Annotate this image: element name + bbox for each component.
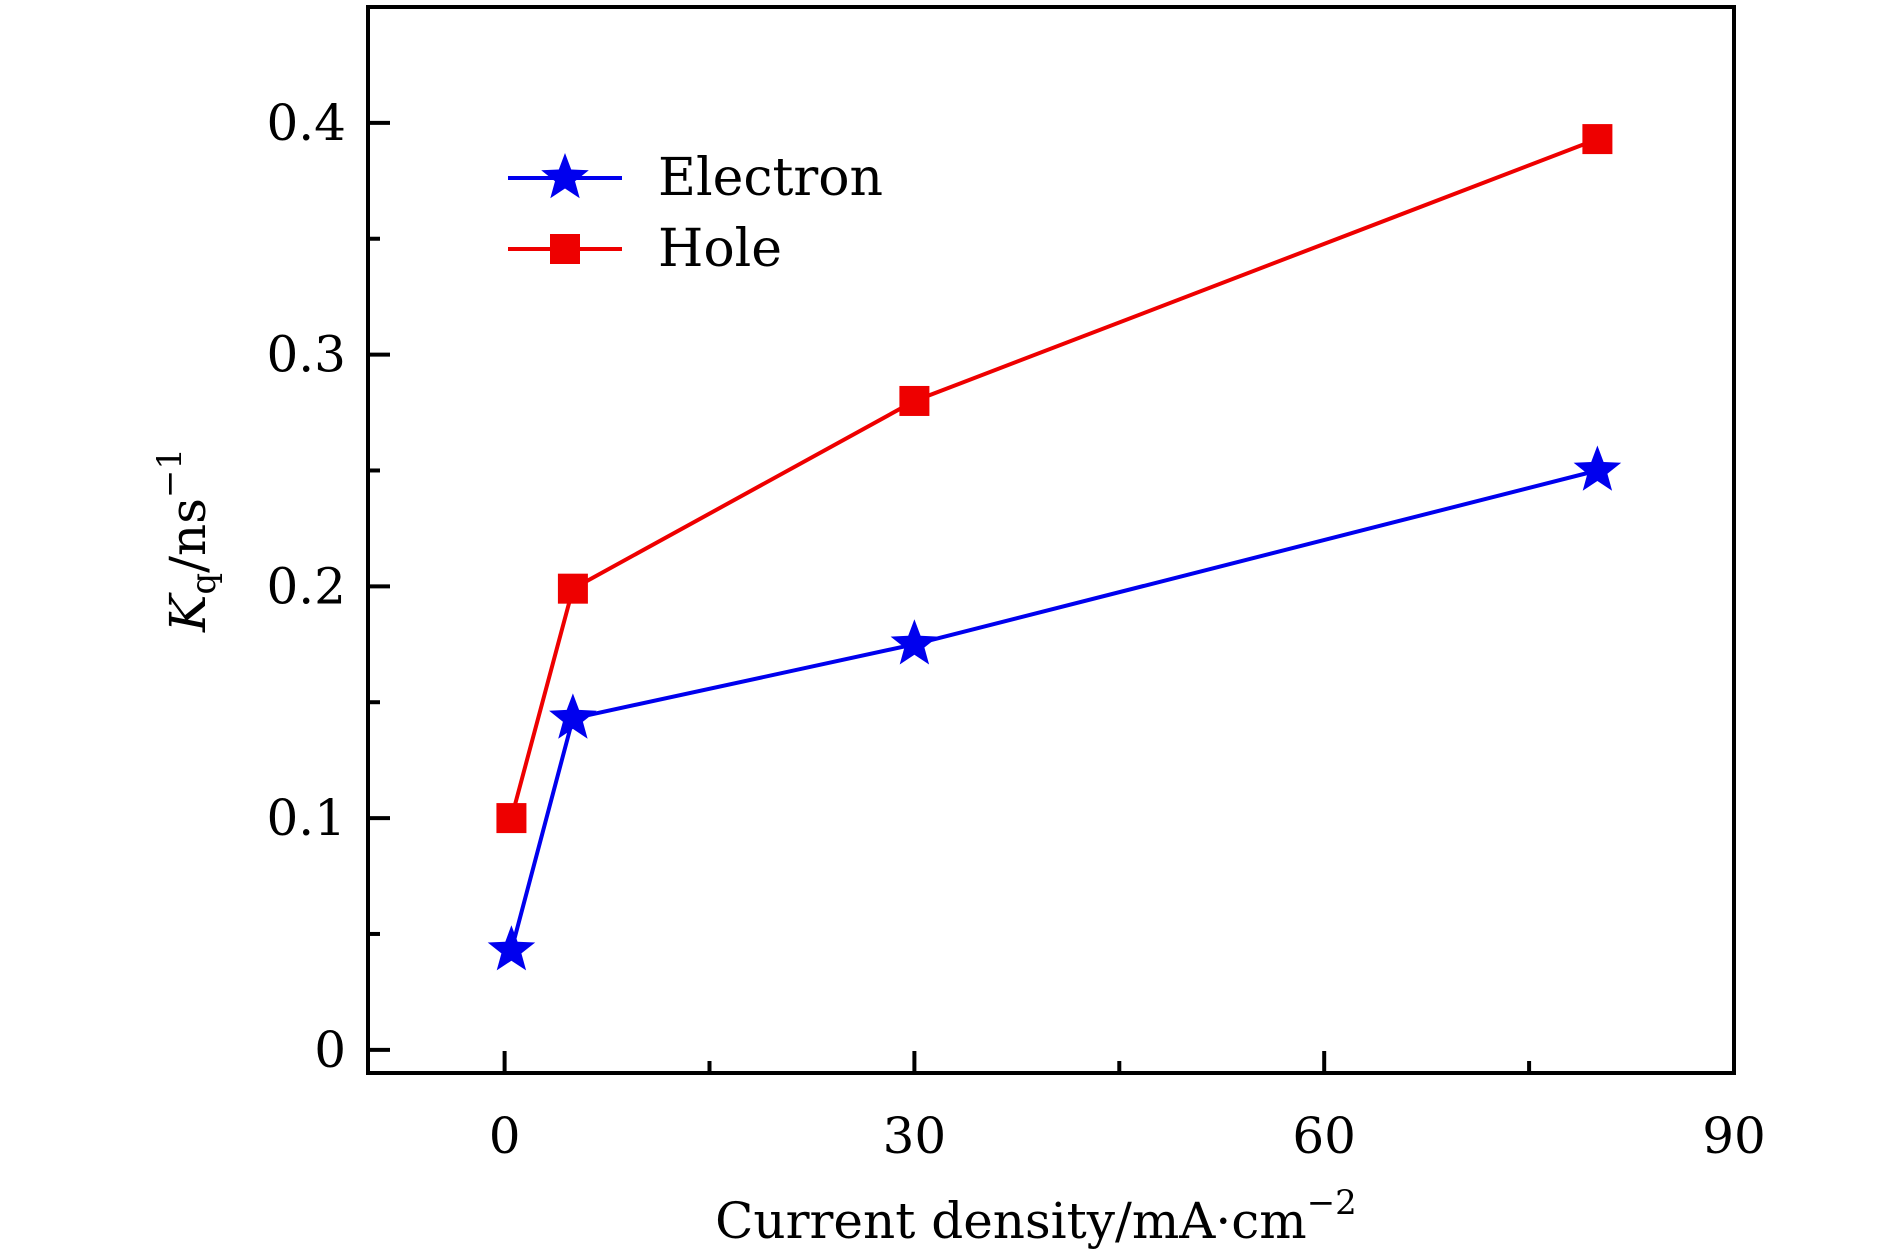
axis-ticks (368, 120, 1532, 1073)
y-tick-label: 0.1 (266, 789, 346, 847)
y-tick-label: 0.4 (266, 94, 346, 152)
electron-data-point (890, 619, 939, 665)
y-axis-label-sup: −1 (150, 448, 190, 498)
legend-electron-marker (541, 153, 589, 199)
legend-hole-label: Hole (658, 219, 782, 279)
hole-data-point (557, 573, 588, 604)
y-axis-label-rest: /ns (159, 498, 217, 573)
electron-data-point (487, 925, 536, 971)
x-axis-label: Current density/mA·cm−2 (715, 1183, 1357, 1250)
plot-frame (366, 5, 1736, 1075)
x-tick-labels: 0 30 60 90 (489, 1107, 1766, 1165)
electron-series-line (509, 468, 1598, 951)
y-tick-labels: 0 0.1 0.2 0.3 0.4 (266, 94, 346, 1079)
x-tick-label: 90 (1702, 1107, 1766, 1165)
y-axis-label: Kq/ns−1 (150, 448, 224, 633)
y-tick-label: 0 (314, 1021, 346, 1079)
electron-data-point (549, 693, 597, 739)
x-tick-label: 0 (489, 1107, 521, 1165)
legend: Electron Hole (508, 148, 883, 279)
hole-data-point (1582, 124, 1613, 155)
hole-data-point (899, 385, 930, 416)
x-axis-label-main: Current density/mA·cm (715, 1192, 1307, 1250)
hole-data-point (496, 803, 527, 834)
legend-electron-label: Electron (658, 148, 883, 208)
hole-series-line (509, 137, 1599, 819)
x-tick-label: 60 (1292, 1107, 1356, 1165)
plot-markers (487, 124, 1622, 971)
y-axis-label-sub: q (184, 573, 224, 595)
x-tick-label: 30 (883, 1107, 947, 1165)
y-tick-label: 0.3 (266, 326, 346, 384)
plot-lines (509, 137, 1599, 951)
electron-data-point (1573, 445, 1622, 491)
y-axis-label-main: K (159, 592, 217, 633)
y-tick-label: 0.2 (266, 557, 346, 615)
x-axis-label-sup: −2 (1307, 1183, 1357, 1223)
legend-hole-marker (550, 234, 580, 264)
